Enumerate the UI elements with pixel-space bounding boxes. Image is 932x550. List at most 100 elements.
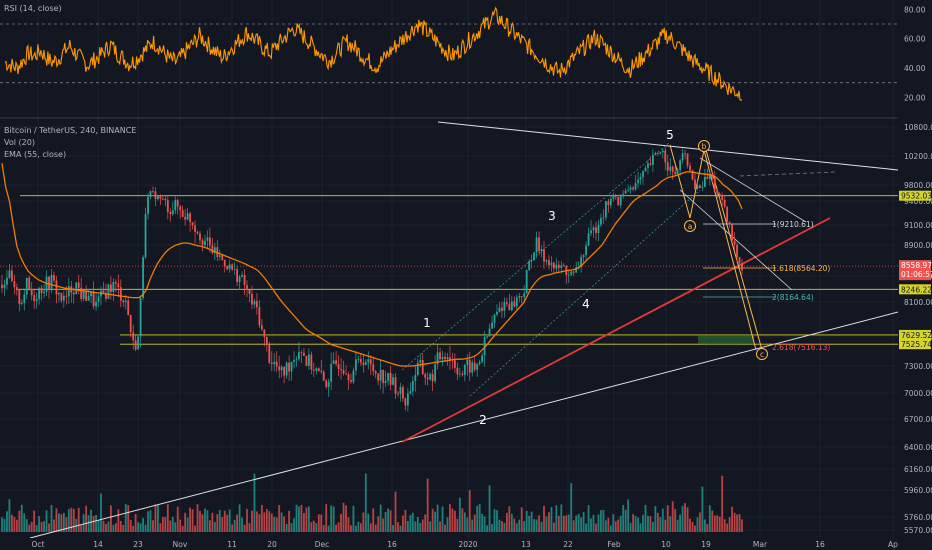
price-axis-bg	[898, 118, 932, 538]
volume-bar	[124, 504, 127, 532]
volume-bar	[416, 516, 419, 532]
candle-body	[703, 176, 706, 187]
candle-body	[189, 213, 191, 223]
candle-body	[109, 284, 112, 292]
price-axis[interactable]: 5570.00 5760.00 5960.00 6160.00 6400.00 6700.…	[898, 118, 932, 538]
candle-body	[538, 237, 540, 252]
time-tick-label: 16	[815, 540, 825, 549]
fib-label: 1(9210.61)	[772, 220, 814, 229]
candle-body	[619, 194, 622, 206]
volume-bar	[661, 508, 664, 532]
volume-bar	[458, 497, 461, 532]
candle-body	[154, 191, 157, 200]
candle-body	[471, 362, 474, 373]
price-tick-label: 5570.00	[904, 526, 932, 535]
candle-body	[600, 217, 602, 225]
volume-bar	[152, 520, 154, 532]
candle-body	[656, 153, 659, 154]
candle-body	[139, 297, 142, 337]
volume-bar	[676, 519, 679, 532]
candle-body	[67, 286, 70, 297]
volume-bar	[283, 516, 286, 532]
price-tick-label: 6700.00	[904, 415, 932, 424]
candle-body	[134, 340, 137, 350]
candle-body	[535, 237, 538, 253]
candle-body	[384, 380, 387, 383]
wave-label-5: 5	[666, 128, 674, 142]
volume-bar	[671, 501, 674, 532]
candle-body	[30, 288, 33, 296]
volume-bar	[312, 520, 315, 532]
volume-bar	[476, 505, 479, 532]
volume-bar	[218, 510, 221, 532]
candle-body	[530, 260, 533, 262]
volume-bar	[684, 503, 686, 532]
volume-bar	[451, 508, 454, 532]
candle-body	[406, 393, 409, 406]
candle-body	[320, 370, 323, 372]
time-tick-label: Ap	[888, 540, 898, 549]
rsi-tick-label: 20.00	[904, 93, 926, 102]
candle-body	[243, 274, 246, 286]
candle-body	[10, 270, 13, 282]
rsi-axis[interactable]: 20.00 40.00 60.00 80.00	[904, 5, 926, 102]
time-tick-label: 13	[521, 540, 531, 549]
volume-bar	[642, 514, 644, 532]
volume-bar	[637, 517, 639, 532]
candle-body	[196, 231, 199, 234]
candle-body	[107, 284, 110, 299]
candle-body	[327, 381, 330, 387]
candle-body	[699, 185, 701, 188]
volume-bar	[20, 504, 23, 532]
candle-body	[382, 369, 385, 383]
volume-bar	[263, 512, 266, 532]
time-tick-label: 2020	[458, 540, 477, 549]
candle-body	[686, 153, 689, 166]
volume-bar	[337, 522, 340, 532]
volume-bar	[194, 525, 196, 532]
volume-bar	[649, 516, 652, 532]
volume-bar	[325, 504, 328, 532]
volume-bar	[439, 521, 441, 532]
volume-bar	[652, 521, 654, 532]
volume-bar	[1, 517, 3, 532]
candle-body	[352, 370, 355, 383]
volume-bar	[23, 513, 26, 532]
volume-bar	[350, 525, 352, 532]
volume-bar	[82, 514, 85, 532]
volume-bar	[112, 524, 115, 532]
price-tick-label: 9400.00	[904, 197, 932, 206]
candle-body	[350, 380, 352, 383]
volume-bar	[181, 525, 184, 532]
candle-body	[609, 198, 612, 206]
candle-body	[585, 245, 587, 256]
volume-bar	[362, 512, 365, 532]
volume-bar	[258, 514, 261, 532]
volume-bar	[251, 510, 253, 532]
candle-body	[213, 247, 216, 253]
time-axis[interactable]: Oct 14 23 Nov 11 20 Dec 16 2020 13 22 Feb 10 19 Mar 16 A…	[0, 538, 932, 550]
candle-body	[441, 356, 444, 360]
volume-bar	[204, 508, 206, 532]
volume-bar	[515, 523, 518, 532]
volume-bar	[555, 505, 558, 532]
candle-body	[674, 171, 677, 174]
candle-body	[312, 369, 315, 371]
candle-body	[389, 372, 392, 385]
volume-bar	[530, 511, 533, 532]
volume-bar	[295, 504, 298, 532]
volume-bar	[196, 504, 199, 532]
candle-body	[359, 359, 362, 363]
volume-bar	[109, 505, 112, 532]
price-tick-label: 8100.00	[904, 298, 932, 307]
volume-bar	[585, 523, 587, 532]
candle-body	[374, 371, 377, 374]
volume-bar	[429, 521, 432, 532]
volume-bar	[691, 521, 694, 532]
candle-body	[253, 301, 256, 305]
candle-body	[157, 195, 159, 200]
volume-bar	[473, 514, 476, 532]
candle-body	[124, 300, 127, 303]
candle-body	[523, 293, 526, 297]
volume-bar	[248, 523, 251, 532]
